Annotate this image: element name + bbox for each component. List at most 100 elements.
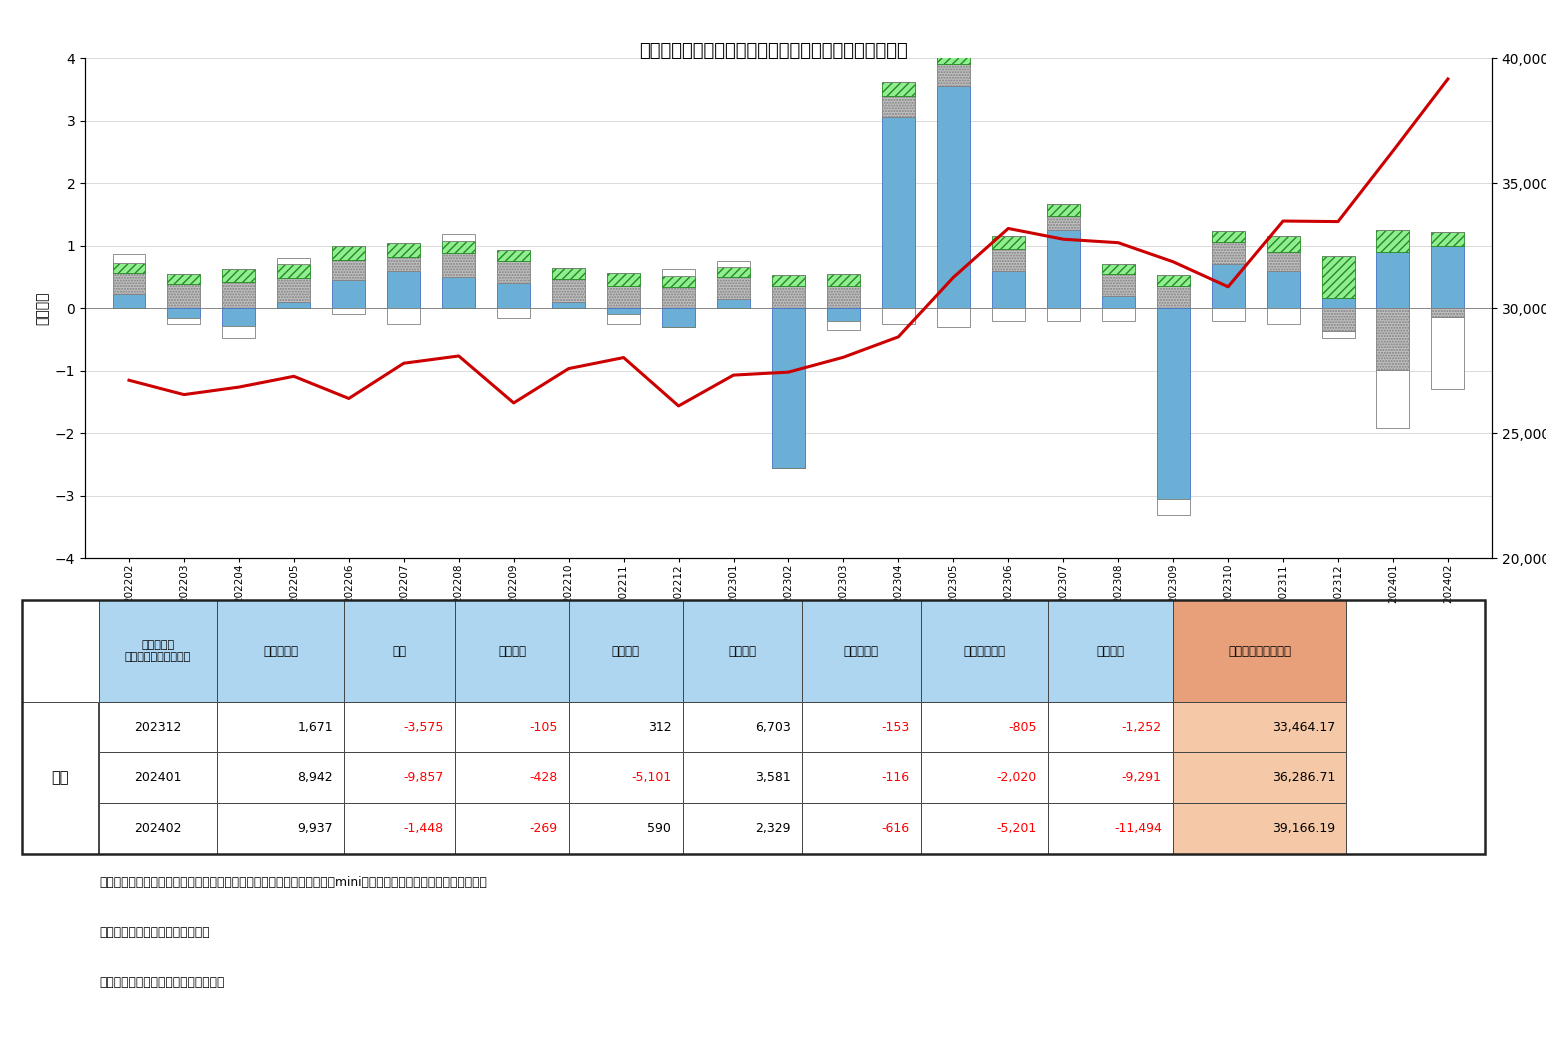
Bar: [99, 600, 216, 702]
Bar: [921, 600, 1048, 702]
Bar: [802, 753, 921, 804]
Text: -9,857: -9,857: [404, 771, 444, 785]
Bar: [717, 277, 750, 299]
Bar: [455, 702, 569, 753]
Text: -2,020: -2,020: [997, 771, 1037, 785]
Bar: [569, 804, 682, 854]
Y-axis label: （兆円）: （兆円）: [36, 291, 49, 325]
Bar: [277, 278, 311, 302]
Text: 39,166.19: 39,166.19: [1272, 822, 1336, 835]
Bar: [167, 284, 201, 308]
Bar: [682, 600, 802, 702]
Bar: [22, 600, 1484, 854]
Text: 投資信託: 投資信託: [612, 644, 640, 658]
Bar: [662, 276, 696, 287]
Bar: [937, 87, 969, 308]
Text: 図表１　主な投資部門別売買動向と日経平均株価の推移: 図表１ 主な投資部門別売買動向と日経平均株価の推移: [638, 42, 908, 60]
Text: 単位：億円
（億円未満切り捨て）: 単位：億円 （億円未満切り捨て）: [125, 640, 192, 662]
Text: -269: -269: [529, 822, 558, 835]
Bar: [345, 804, 455, 854]
Bar: [1102, 264, 1135, 274]
Bar: [1322, 308, 1354, 331]
Bar: [552, 268, 584, 280]
Text: -428: -428: [529, 771, 558, 785]
Bar: [802, 600, 921, 702]
Text: 海外投資家: 海外投資家: [263, 644, 298, 658]
Text: 202401: 202401: [135, 771, 182, 785]
Bar: [1173, 804, 1347, 854]
Text: 202312: 202312: [135, 720, 182, 734]
Bar: [1102, 274, 1135, 296]
Bar: [682, 702, 802, 753]
Bar: [1156, 499, 1189, 514]
Bar: [1102, 296, 1135, 308]
Bar: [881, 96, 915, 117]
Bar: [717, 261, 750, 267]
Bar: [827, 286, 860, 308]
Text: （資料）ニッセイ基礎研ＤＢから作成: （資料）ニッセイ基礎研ＤＢから作成: [99, 976, 224, 989]
Bar: [827, 275, 860, 286]
Text: 312: 312: [648, 720, 671, 734]
Text: -805: -805: [1008, 720, 1037, 734]
Text: 590: 590: [648, 822, 671, 835]
Bar: [1376, 230, 1410, 252]
Bar: [1173, 702, 1347, 753]
Bar: [802, 804, 921, 854]
Bar: [22, 702, 97, 854]
Bar: [1048, 753, 1173, 804]
Bar: [1212, 308, 1245, 321]
Bar: [1432, 308, 1464, 317]
Bar: [608, 315, 640, 324]
Bar: [388, 243, 421, 257]
Text: -5,201: -5,201: [997, 822, 1037, 835]
Text: 日経平均株価（円）: 日経平均株価（円）: [1228, 644, 1291, 658]
Bar: [1212, 230, 1245, 242]
Bar: [1047, 204, 1079, 216]
Bar: [345, 600, 455, 702]
Text: 36,286.71: 36,286.71: [1272, 771, 1336, 785]
Bar: [1266, 270, 1300, 308]
Bar: [1173, 753, 1347, 804]
Bar: [921, 804, 1048, 854]
Bar: [216, 804, 345, 854]
Bar: [1322, 331, 1354, 338]
Bar: [223, 308, 255, 325]
Bar: [881, 82, 915, 96]
Text: -1,448: -1,448: [404, 822, 444, 835]
Bar: [113, 272, 145, 295]
Bar: [167, 318, 201, 324]
Text: -9,291: -9,291: [1122, 771, 1161, 785]
Bar: [608, 308, 640, 315]
Bar: [937, 49, 969, 63]
Bar: [277, 259, 311, 264]
Bar: [827, 321, 860, 331]
Bar: [921, 702, 1048, 753]
Bar: [552, 280, 584, 302]
Text: 月次: 月次: [51, 770, 68, 786]
Text: -616: -616: [881, 822, 909, 835]
Bar: [1047, 308, 1079, 321]
Bar: [771, 308, 805, 468]
Bar: [662, 269, 696, 276]
Bar: [1432, 246, 1464, 308]
Bar: [1048, 804, 1173, 854]
Legend: 海外投資家, 個人, 事業法人, 信託銀行, 日経平均株価『右軸』: 海外投資家, 個人, 事業法人, 信託銀行, 日経平均株価『右軸』: [513, 780, 866, 827]
Bar: [608, 272, 640, 286]
Bar: [1048, 702, 1173, 753]
Bar: [1212, 242, 1245, 264]
Text: 信託銀行: 信託銀行: [1096, 644, 1124, 658]
Bar: [455, 753, 569, 804]
Bar: [388, 308, 421, 324]
Text: -105: -105: [529, 720, 558, 734]
Text: 1,671: 1,671: [297, 720, 332, 734]
Bar: [1156, 308, 1189, 499]
Bar: [332, 280, 365, 308]
Bar: [498, 261, 530, 283]
Bar: [1376, 308, 1410, 370]
Bar: [1432, 317, 1464, 390]
Text: -153: -153: [881, 720, 909, 734]
Bar: [1266, 252, 1300, 270]
Bar: [388, 257, 421, 270]
Bar: [881, 308, 915, 324]
Bar: [223, 325, 255, 338]
